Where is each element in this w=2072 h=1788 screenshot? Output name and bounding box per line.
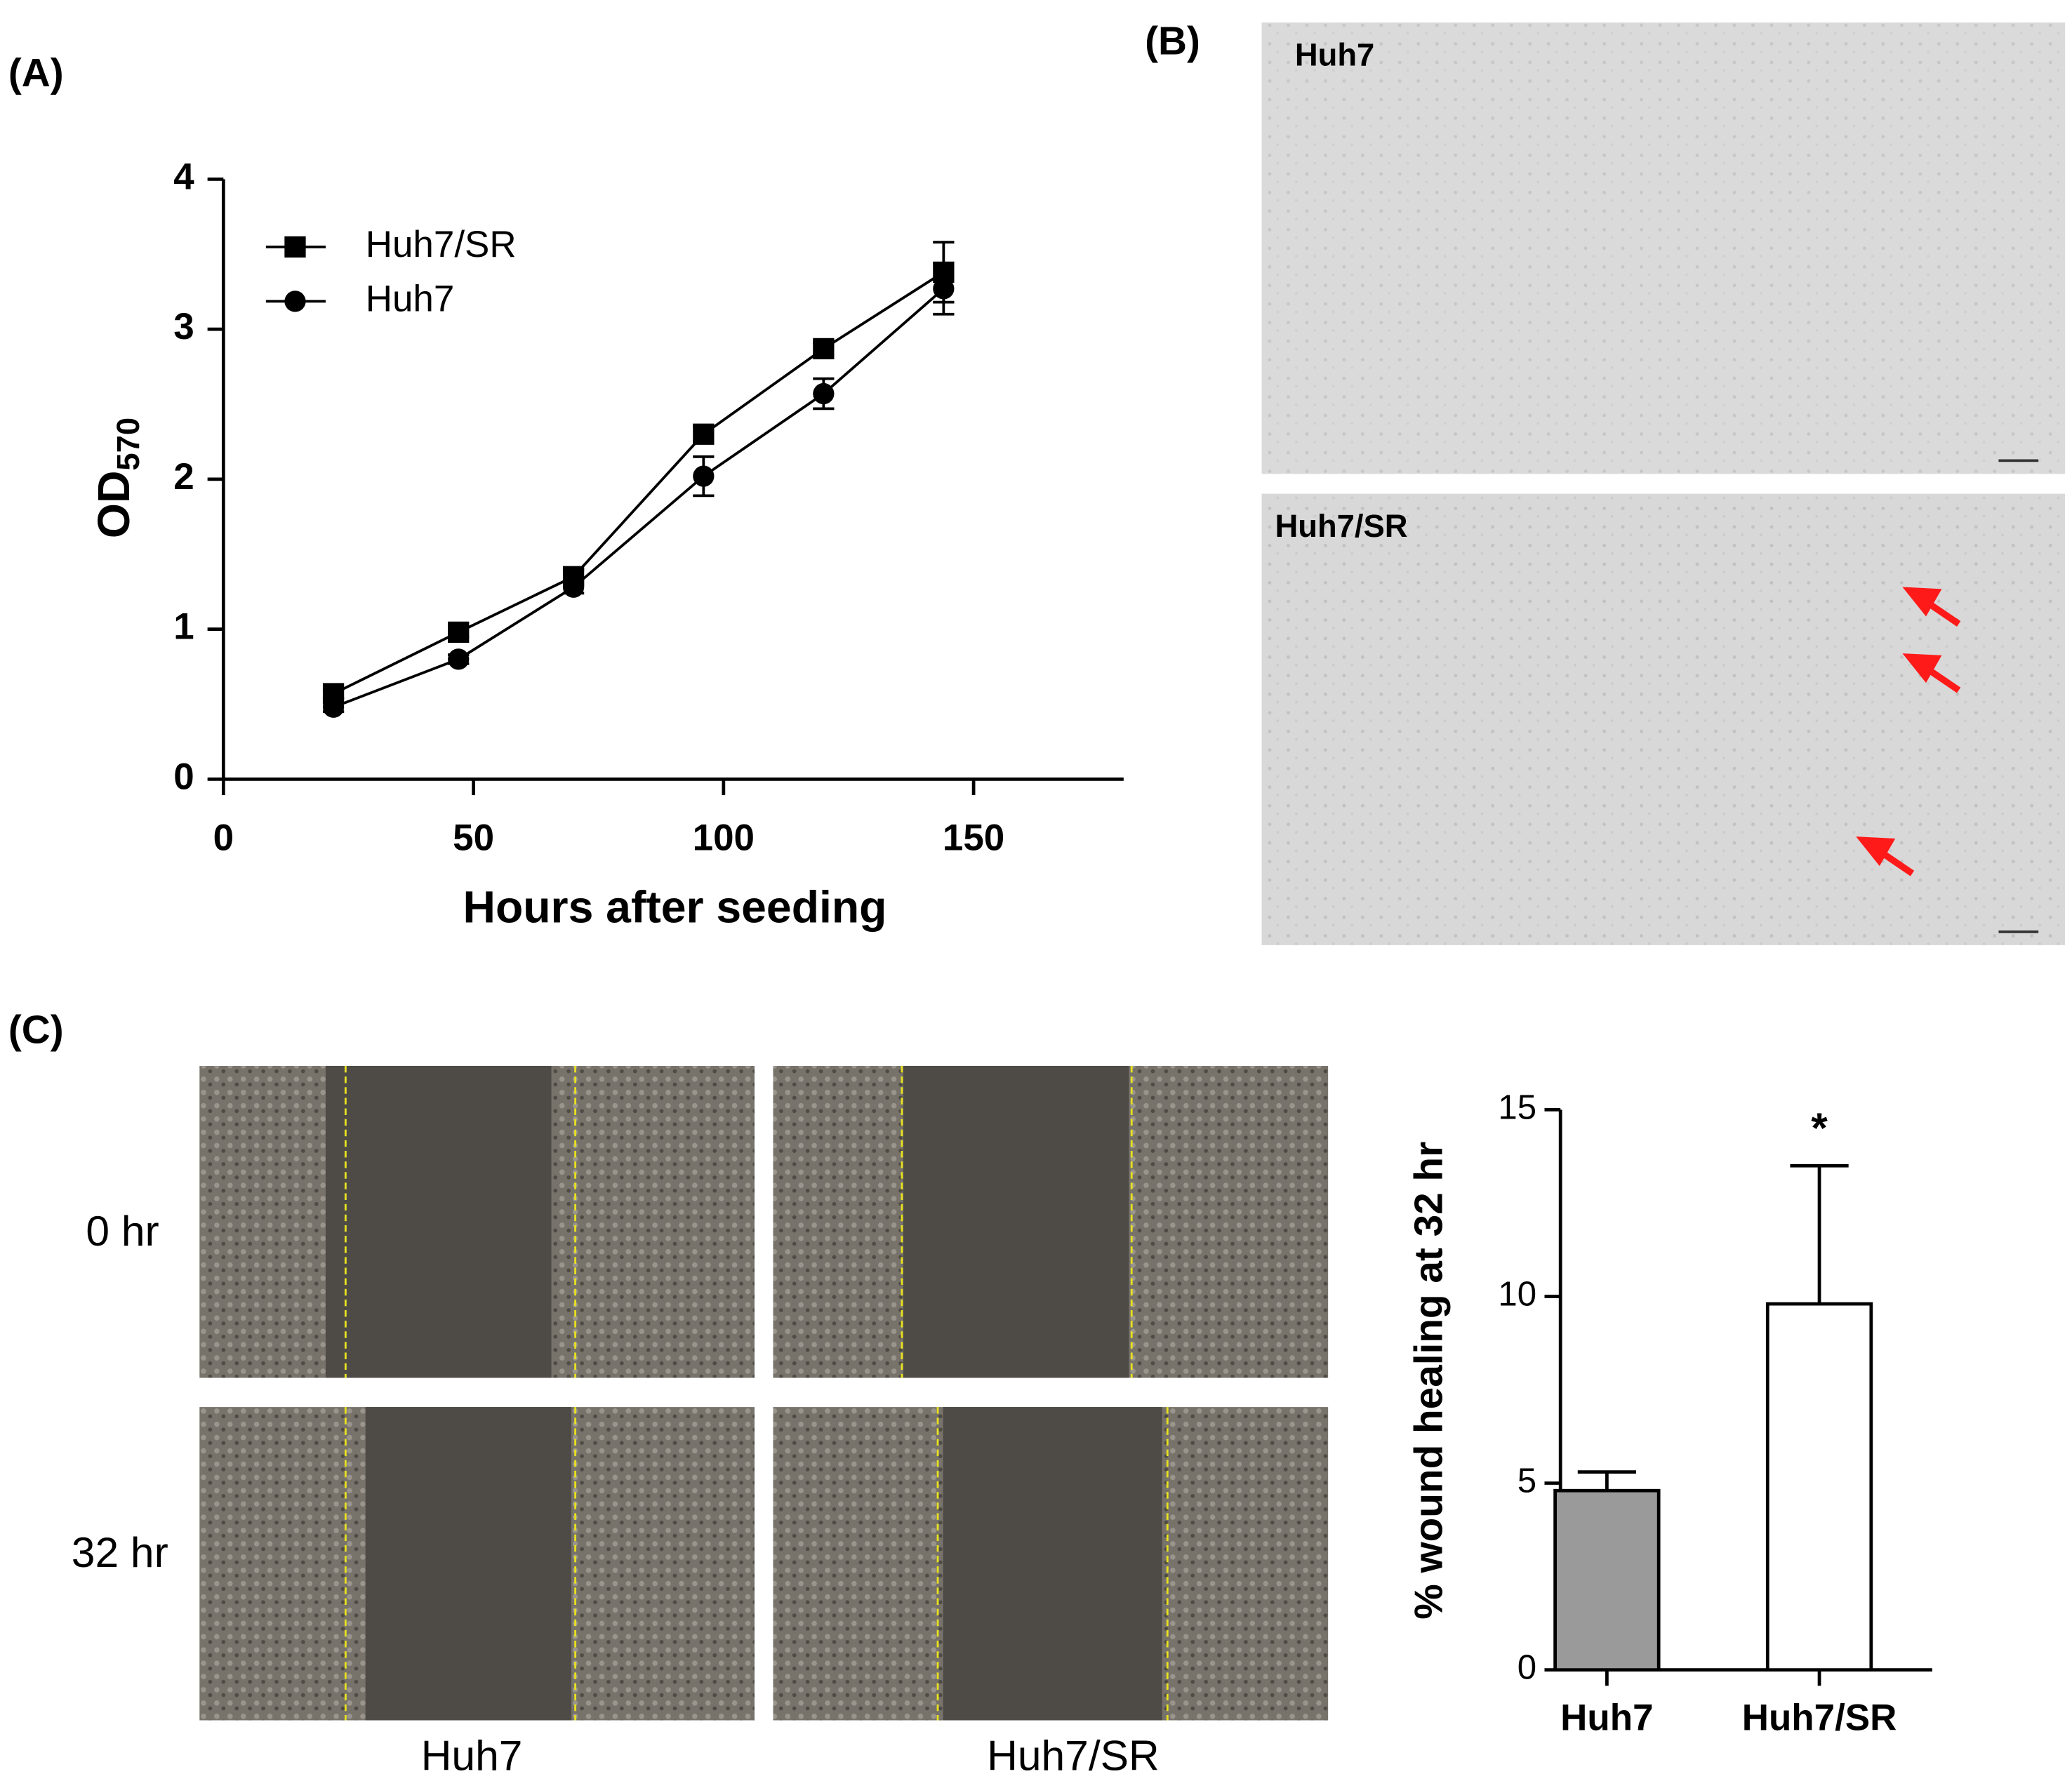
y-axis-label: OD570 <box>88 418 146 538</box>
marker <box>693 423 715 445</box>
row-label: 0 hr <box>86 1207 159 1255</box>
x-tick-label: Huh7/SR <box>1742 1697 1897 1739</box>
x-tick-label: 50 <box>453 817 494 858</box>
panel-label: (B) <box>1145 19 1200 63</box>
x-axis-label: Hours after seeding <box>463 882 887 933</box>
bar <box>1553 1488 1661 1672</box>
y-axis-label-subscript: 570 <box>110 418 146 471</box>
y-tick-label: 2 <box>173 456 194 498</box>
y-tick-label: 3 <box>173 306 194 347</box>
panel-label: (A) <box>8 51 64 95</box>
legend-marker <box>284 236 306 258</box>
marker <box>813 338 835 360</box>
annotation: * <box>1811 1104 1828 1152</box>
y-tick-label: 15 <box>1498 1088 1536 1126</box>
y-tick-label: 0 <box>1518 1648 1536 1687</box>
x-tick-label: 100 <box>693 817 755 858</box>
legend-label: Huh7/SR <box>366 224 517 265</box>
y-axis-label: % wound healing at 32 hr <box>1407 1142 1452 1620</box>
y-tick-label: 0 <box>173 756 194 797</box>
y-tick-label: 10 <box>1498 1274 1536 1313</box>
marker <box>322 696 345 718</box>
panel-label: (C) <box>8 1008 64 1053</box>
marker <box>448 648 470 670</box>
series-line <box>333 271 945 695</box>
image-label: Huh7/SR <box>1275 508 1407 544</box>
y-tick-label: 1 <box>173 606 194 648</box>
bar <box>1765 1302 1873 1672</box>
x-tick-label: 150 <box>943 817 1004 858</box>
row-label: 32 hr <box>72 1528 168 1576</box>
error-bar <box>1790 1163 1849 1305</box>
column-label: Huh7 <box>421 1731 523 1779</box>
series-line <box>333 287 945 709</box>
marker <box>562 576 585 598</box>
column-label: Huh7/SR <box>987 1731 1160 1779</box>
error-bar <box>1577 1470 1637 1491</box>
marker <box>448 621 470 643</box>
legend-label: Huh7 <box>366 278 455 319</box>
marker <box>813 382 835 405</box>
micrograph <box>199 1065 1329 1721</box>
marker <box>933 278 955 300</box>
x-tick-label: 0 <box>213 817 234 858</box>
y-axis-label-text: OD <box>88 471 139 538</box>
image-label: Huh7 <box>1295 36 1374 72</box>
y-tick-label: 5 <box>1518 1462 1536 1500</box>
marker <box>693 465 715 487</box>
legend-marker <box>284 291 306 312</box>
x-tick-label: Huh7 <box>1560 1697 1653 1739</box>
y-tick-label: 4 <box>173 156 194 197</box>
micrograph <box>1261 22 2065 945</box>
